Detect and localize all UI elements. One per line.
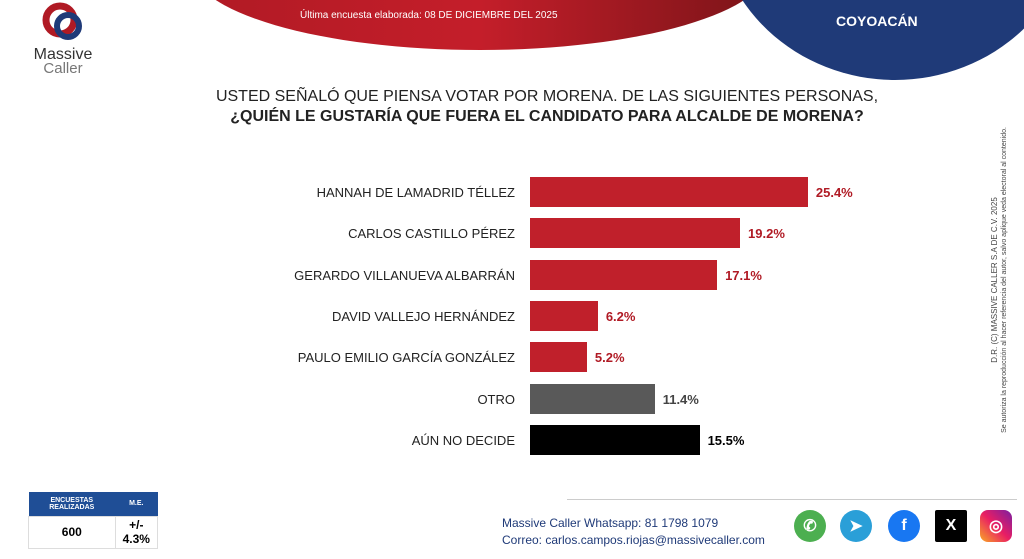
- bar: [530, 259, 718, 290]
- bar: [530, 383, 655, 414]
- category-label: HANNAH DE LAMADRID TÉLLEZ: [316, 185, 515, 200]
- email-contact: Correo: carlos.campos.riojas@massivecall…: [502, 533, 765, 547]
- header-blue-band: [715, 0, 1024, 80]
- bar: [530, 218, 741, 249]
- margin-error-value: +/- 4.3%: [114, 515, 159, 549]
- whatsapp-contact: Massive Caller Whatsapp: 81 1798 1079: [502, 516, 719, 530]
- telegram-icon[interactable]: ➤: [840, 510, 872, 542]
- whatsapp-icon[interactable]: ✆: [794, 510, 826, 542]
- value-label: 11.4%: [662, 391, 699, 407]
- category-label: PAULO EMILIO GARCÍA GONZÁLEZ: [297, 350, 515, 366]
- survey-stats-table: ENCUESTAS REALIZADAS M.E. 600 +/- 4.3%: [28, 492, 159, 549]
- category-label: AÚN NO DECIDE: [411, 432, 515, 448]
- category-label: CARLOS CASTILLO PÉREZ: [348, 226, 515, 242]
- contact-info: Massive Caller Whatsapp: 81 1798 1079 Co…: [502, 515, 765, 549]
- surveys-value: 600: [28, 515, 116, 549]
- bar: [530, 300, 598, 331]
- chart-subtitle: ¿QUIÉN LE GUSTARÍA QUE FUERA EL CANDIDAT…: [230, 108, 864, 125]
- logo-icon: [42, 2, 82, 40]
- divider: [567, 499, 1017, 500]
- instagram-icon[interactable]: ◎: [980, 510, 1012, 542]
- category-label: DAVID VALLEJO HERNÁNDEZ: [331, 308, 515, 324]
- chart-title: USTED SEÑALÓ QUE PIENSA VOTAR POR MORENA…: [215, 88, 879, 105]
- value-label: 19.2%: [748, 226, 785, 242]
- category-label: GERARDO VILLANUEVA ALBARRÁN: [294, 267, 515, 283]
- bar: [530, 424, 700, 455]
- bar: [530, 342, 587, 373]
- category-label: OTRO: [477, 391, 515, 407]
- massive-caller-logo: Massive Caller: [28, 2, 98, 76]
- surveys-header: ENCUESTAS REALIZADAS: [28, 492, 116, 516]
- region-title: COYOACÁN: [836, 13, 918, 29]
- value-label: 6.2%: [605, 308, 636, 324]
- bar: [530, 177, 808, 207]
- header-red-band: [190, 0, 770, 50]
- survey-date: Última encuesta elaborada: 08 DE DICIEMB…: [300, 10, 558, 21]
- value-label: 25.4%: [815, 185, 853, 200]
- copyright-text: D.R. (C) MASSIVE CALLER S.A DE C.V. 2025…: [990, 127, 1008, 433]
- margin-error-header: M.E.: [115, 492, 158, 516]
- facebook-icon[interactable]: f: [888, 510, 920, 542]
- x-icon[interactable]: X: [935, 510, 967, 542]
- value-label: 5.2%: [594, 350, 625, 366]
- value-label: 17.1%: [725, 267, 762, 283]
- value-label: 15.5%: [707, 432, 745, 448]
